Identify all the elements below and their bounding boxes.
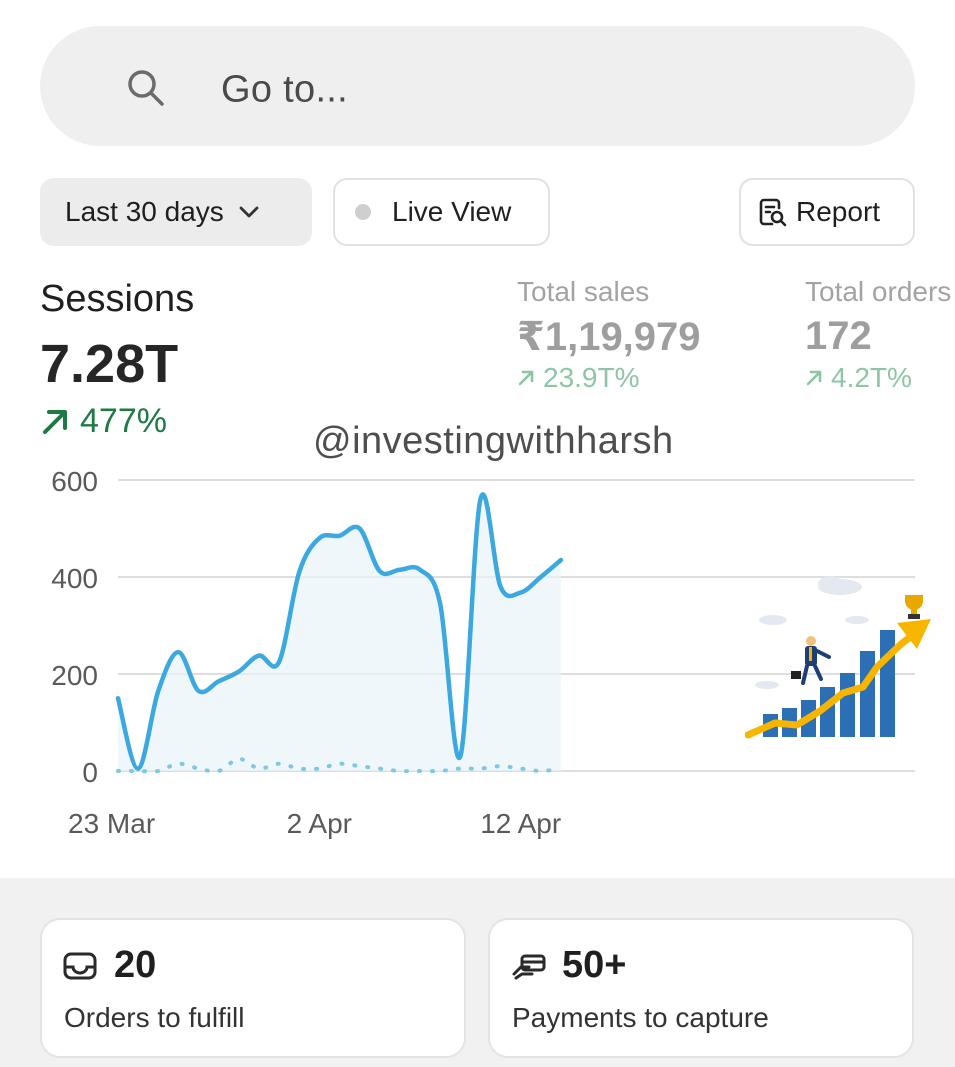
y-tick-label: 200 (51, 660, 98, 691)
arrow-up-right-icon (43, 409, 67, 434)
live-view-button[interactable]: Live View (333, 178, 550, 246)
sessions-change-value: 477% (80, 402, 167, 440)
total-sales-change-value: 23.9T% (543, 362, 640, 393)
inbox-icon (63, 952, 97, 980)
arrow-up-right-icon (518, 370, 534, 386)
search-placeholder: Go to... (221, 68, 349, 111)
orders-to-fulfill-card[interactable]: 20 Orders to fulfill (40, 918, 466, 1058)
report-label: Report (796, 196, 881, 227)
report-button[interactable]: Report (739, 178, 915, 246)
sessions-value: 7.28T (40, 334, 179, 394)
chevron-down-icon (239, 206, 259, 218)
orders-to-fulfill-label: Orders to fulfill (64, 1002, 245, 1033)
payments-to-capture-label: Payments to capture (512, 1002, 769, 1033)
total-orders-label[interactable]: Total orders (805, 276, 952, 307)
total-orders-change-value: 4.2T% (831, 362, 912, 393)
live-status-dot-icon (355, 204, 371, 220)
y-tick-label: 600 (51, 466, 98, 497)
sessions-series-line (115, 492, 564, 771)
search-icon (128, 70, 164, 106)
total-sales-change: 23.9T% (517, 362, 640, 394)
payments-to-capture-count: 50+ (562, 944, 627, 986)
total-sales-value: ₹1,19,979 (517, 315, 701, 359)
watermark-text: @investingwithharsh (313, 420, 674, 462)
sessions-change: 477% (40, 402, 167, 441)
comparison-series-line (116, 756, 563, 774)
report-search-icon (759, 198, 787, 227)
x-tick-label: 2 Apr (287, 808, 352, 839)
orders-to-fulfill-count: 20 (114, 944, 157, 986)
live-view-label: Live View (392, 196, 512, 227)
y-tick-label: 0 (82, 757, 98, 788)
sessions-chart: 0 200 400 600 23 Mar 2 Apr 12 Apr (51, 466, 915, 839)
x-tick-label: 12 Apr (480, 808, 561, 839)
arrow-up-right-icon (806, 370, 822, 386)
y-tick-label: 400 (51, 563, 98, 594)
growth-illustration-icon (745, 576, 931, 739)
date-range-label: Last 30 days (65, 196, 224, 227)
date-range-button[interactable]: Last 30 days (40, 178, 312, 246)
x-tick-label: 23 Mar (68, 808, 155, 839)
search-bar[interactable]: Go to... (40, 26, 915, 146)
total-sales-label[interactable]: Total sales (517, 276, 650, 307)
total-orders-value: 172 (805, 314, 872, 358)
total-orders-change: 4.2T% (805, 362, 912, 394)
payment-hand-icon (512, 954, 546, 980)
sessions-label: Sessions (40, 278, 195, 320)
payments-to-capture-card[interactable]: 50+ Payments to capture (488, 918, 914, 1058)
